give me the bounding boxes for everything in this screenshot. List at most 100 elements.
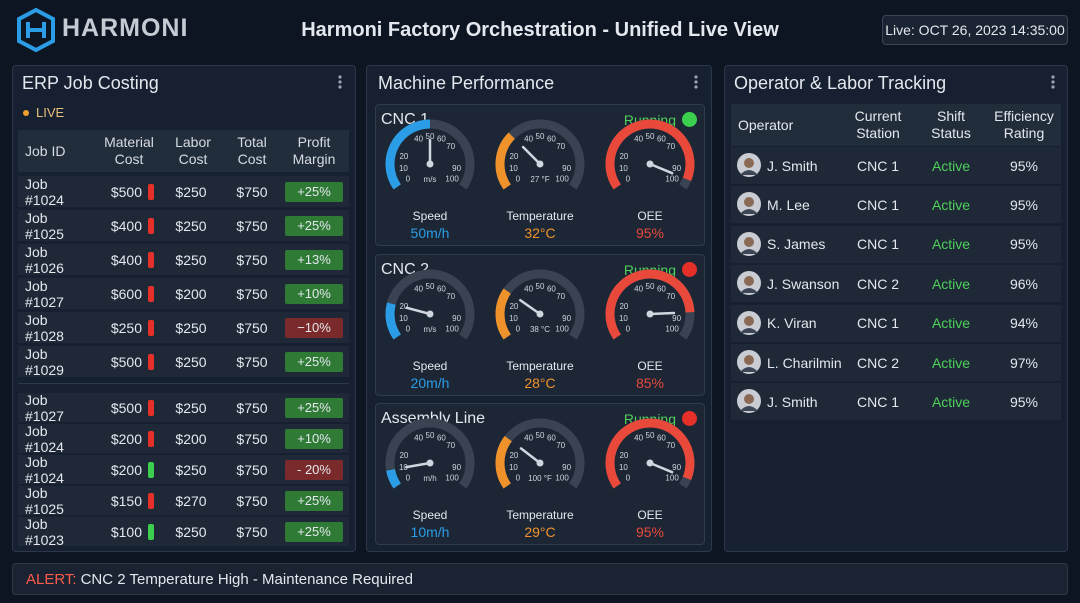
gauge-label: Speed — [412, 508, 448, 522]
gauge-tick-label: 60 — [437, 434, 446, 443]
avatar-head — [744, 197, 754, 208]
cost-flag — [148, 183, 154, 200]
job-id: Job #1025 — [25, 484, 64, 517]
labor-cost: $250 — [175, 217, 207, 234]
gauge-tick-label: 40 — [524, 434, 533, 443]
gauge-label: OEE — [637, 508, 663, 522]
gauge-tick-label: 40 — [414, 135, 423, 144]
avatar-head — [744, 355, 754, 365]
page-title: Harmoni Factory Orchestration - Unified … — [301, 19, 779, 41]
total-cost: $750 — [236, 492, 268, 509]
gauge-tick-label: 20 — [619, 451, 628, 460]
column-header: Shift Status — [931, 108, 971, 141]
gauge-arc — [495, 288, 512, 340]
avatar — [737, 389, 761, 414]
gauge-tick-label: 0 — [516, 474, 521, 483]
gauge-label: OEE — [637, 209, 663, 223]
gauge-tick-label: 70 — [666, 292, 675, 301]
cost-flag — [148, 399, 154, 416]
gauge-tick-label: 50 — [426, 132, 435, 141]
gauge-tick-label: 10 — [619, 314, 628, 323]
gauge-needle — [405, 306, 432, 316]
gauge-needle — [519, 447, 542, 465]
logo-icon — [17, 8, 55, 52]
avatar — [737, 310, 761, 335]
gauge-hub — [646, 310, 654, 318]
gauge-tick-label: 100 — [555, 474, 569, 483]
gauge-tick-label: 100 — [445, 175, 459, 184]
gauge-tick-label: 50 — [426, 282, 435, 291]
gauge-tick-label: 20 — [399, 302, 408, 311]
total-cost: $750 — [236, 285, 268, 302]
gauge-tick-label: 10 — [399, 463, 408, 472]
job-id: Job #1023 — [25, 515, 64, 548]
labor-cost: $200 — [175, 285, 207, 302]
operator-name: J. Smith — [767, 393, 818, 410]
gauge-hub — [536, 459, 544, 467]
panel-title: Machine Performance — [378, 73, 555, 93]
labor-cost: $200 — [175, 430, 207, 447]
material-cost: $600 — [110, 285, 142, 302]
labor-cost: $250 — [175, 319, 207, 336]
gauge-tick-label: 50 — [646, 282, 655, 291]
menu-icon[interactable] — [337, 74, 343, 90]
gauge-tick-label: 70 — [446, 441, 455, 450]
material-cost: $200 — [110, 430, 142, 447]
menu-icon[interactable] — [1050, 74, 1056, 90]
gauge-arc — [385, 302, 402, 340]
gauge-hub — [646, 160, 654, 168]
efficiency-rating: 96% — [1009, 275, 1039, 292]
current-station: CNC 2 — [856, 354, 899, 371]
cost-flag — [148, 251, 154, 268]
column-header: Operator — [738, 116, 794, 133]
table-row — [731, 265, 1061, 303]
live-label: LIVE — [36, 105, 65, 120]
gauge-arc — [605, 269, 695, 340]
gauge-tick-label: 70 — [556, 142, 565, 151]
operator-name: J. Smith — [767, 157, 818, 174]
gauge-label: Temperature — [506, 359, 574, 373]
gauge-tick-label: 70 — [556, 441, 565, 450]
gauge-tick-label: 100 — [555, 175, 569, 184]
gauge-tick-label: 70 — [446, 292, 455, 301]
avatar-head — [744, 158, 754, 168]
current-station: CNC 1 — [856, 393, 899, 410]
cost-flag — [148, 492, 154, 509]
gauge-tick-label: 100 — [445, 325, 459, 334]
material-cost: $500 — [110, 183, 142, 200]
gauge-arc — [495, 435, 512, 489]
gauge-tick-label: 90 — [452, 314, 461, 323]
panel-title: ERP Job Costing — [22, 73, 159, 93]
efficiency-rating: 95% — [1009, 393, 1039, 410]
column-header: Labor Cost — [175, 134, 211, 167]
column-header: Current Station — [854, 108, 902, 141]
table-row — [731, 147, 1061, 184]
gauge-tick-label: 20 — [509, 302, 518, 311]
cost-flag — [148, 319, 154, 336]
menu-icon[interactable] — [693, 74, 699, 90]
efficiency-rating: 95% — [1009, 236, 1039, 253]
shift-status: Active — [931, 315, 971, 332]
gauge-tick-label: 60 — [657, 434, 666, 443]
gauge-tick-label: 40 — [414, 285, 423, 294]
gauge-tick-label: 50 — [536, 431, 545, 440]
table-header — [731, 104, 1061, 146]
total-cost: $750 — [236, 353, 268, 370]
gauge-tick-label: 10 — [509, 463, 518, 472]
gauge-tick-label: 0 — [406, 474, 411, 483]
gauge-track — [385, 418, 475, 489]
gauge-tick-label: 60 — [657, 285, 666, 294]
gauge-tick-label: 60 — [547, 135, 556, 144]
gauge-tick-label: 90 — [672, 314, 681, 323]
gauge-tick-label: 10 — [509, 164, 518, 173]
machine-name: Assembly Line — [381, 410, 486, 427]
gauge-tick-label: 10 — [619, 463, 628, 472]
operator-name: S. James — [767, 236, 826, 253]
job-id: Job #1027 — [25, 391, 64, 424]
job-id: Job #1028 — [25, 311, 64, 344]
gauge-needle — [519, 298, 542, 316]
gauge-unit: 100 °F — [528, 474, 552, 483]
gauge-needle — [648, 311, 676, 316]
